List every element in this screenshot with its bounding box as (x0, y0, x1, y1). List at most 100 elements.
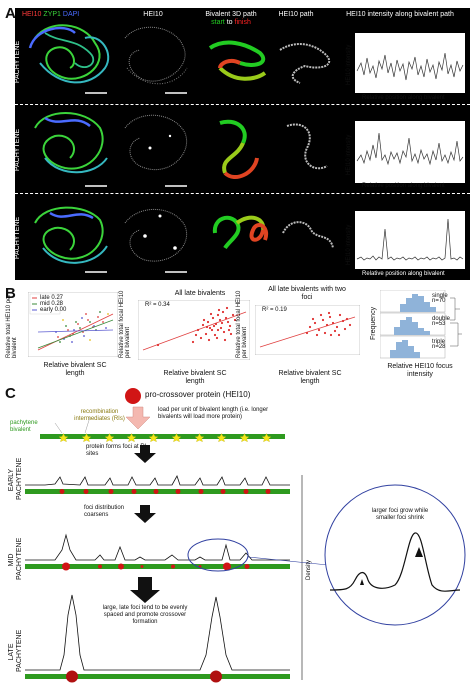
plot1-scatter (28, 292, 118, 357)
plot3-ylabel: Relative total focal HEI10 per bivalent (236, 290, 248, 358)
hist-double-label: double n=53 (432, 316, 451, 327)
protein-legend-icon (125, 388, 141, 404)
row-separator (15, 193, 470, 194)
legend-box (29, 293, 61, 315)
start-to-finish: start to finish (196, 19, 266, 27)
pachytene-bivalent (40, 434, 285, 439)
hist-double (380, 312, 446, 336)
intensity-xlabel: Relative position along bivalent (362, 271, 445, 277)
plot3-points (305, 311, 352, 337)
mid-foci (62, 562, 250, 571)
plot4-histograms (380, 290, 462, 359)
plot1-ylabel: Relative total HEI10 per bivalent (6, 294, 18, 358)
intensity-xlabel: Relative position along bivalent (362, 183, 445, 189)
intensity-plots (355, 33, 465, 269)
load-text: load per unit of bivalent length (i.e. l… (158, 407, 269, 420)
intensity-header: HEI10 intensity along bivalent path (346, 11, 454, 18)
late-foci (66, 670, 222, 683)
plot3-title: All late bivalents with two foci (268, 286, 346, 301)
plot1-legend-late: late 0.27 (40, 295, 64, 301)
start-label: start (211, 19, 225, 26)
hist-single-label: single n=70 (432, 293, 448, 304)
hist-triple (380, 335, 446, 359)
mid-hei10-image (124, 114, 188, 171)
early-hei10-image (124, 26, 188, 85)
early-intensity-plot (355, 33, 465, 93)
late-text: large, late foci tend to be evenly space… (102, 605, 188, 625)
intensity-xlabel: Relative position along bivalent (362, 95, 445, 101)
intensity-ylabel: HEI10 intensity (346, 134, 352, 175)
bivalent-path-header: Bivalent 3D path start to finish (196, 11, 266, 27)
panel-b-letter: B (5, 285, 16, 302)
late-merged-image (34, 206, 108, 264)
plot3-r2: R² = 0.19 (262, 307, 287, 313)
hist-single (380, 290, 446, 313)
zoom-ellipse (187, 538, 249, 572)
late-hei10-path (282, 221, 334, 249)
grow-arrow-icon (415, 547, 423, 557)
plot2-r2: R² = 0.34 (145, 302, 170, 308)
plot1-legend-early: early 0.00 (40, 307, 67, 313)
mid-bivalent-path (219, 119, 259, 179)
late-bivalent (25, 674, 290, 679)
microscopy-images (28, 24, 334, 273)
early-hei10-path (279, 43, 331, 84)
plot2-points (156, 306, 237, 347)
row-separator (15, 104, 470, 105)
mid-intensity-plot (355, 121, 465, 183)
late-density-trace (25, 594, 290, 671)
plot2-ylabel: Relative total focal HEI10 per bivalent (119, 290, 131, 358)
pachytene-bivalent-label: pachytene bivalent (10, 420, 38, 433)
hei10-column-header: HEI10 (143, 11, 163, 18)
panel-a-letter: A (5, 5, 16, 22)
early-bivalent-path (208, 40, 267, 81)
hist-triple-label: triple n=28 (432, 339, 446, 350)
ri-stars-initial (58, 433, 272, 443)
shrink-arrow-icon (360, 579, 364, 585)
mid-bivalent (25, 564, 290, 569)
zoom-trace (329, 532, 461, 592)
early-merged-image (28, 24, 110, 84)
load-arrow-icon (125, 406, 151, 430)
plot3-xlabel: Relative bivalent SC length (278, 370, 342, 385)
late-hei10-image (124, 209, 188, 262)
zyp1-channel-label: ZYP1 (43, 11, 61, 18)
dapi-channel-label: DAPI (62, 11, 80, 18)
intensity-ylabel: HEI10 intensity (346, 224, 352, 265)
zoom-connector (247, 556, 329, 566)
panel-c-diagram (25, 388, 466, 683)
panel-c-mid-label: MID PACHYTENE (8, 537, 23, 580)
early-foci (59, 489, 271, 494)
late-bivalent-path (212, 215, 269, 250)
protein-legend-label: pro-crossover protein (HEI10) (145, 390, 251, 399)
panel-c-late-label: LATE PACHYTENE (8, 629, 23, 672)
plot1-legend-mid: mid 0.28 (40, 301, 64, 307)
channel-legend: HEI10 ZYP1 DAPI (22, 11, 112, 19)
density-label: Density (306, 559, 312, 580)
mid-merged-image (34, 112, 108, 174)
down-arrow-icon (130, 577, 160, 603)
panel-c-early-label: EARLY PACHYTENE (8, 457, 23, 500)
plot2-xlabel: Relative bivalent SC length (163, 370, 227, 385)
intensity-ylabel: HEI10 intensity (346, 44, 352, 85)
mid-text: foci distribution coarsens (84, 505, 125, 518)
finish-label: finish (234, 19, 251, 26)
down-arrow-icon (134, 445, 156, 463)
to-label: to (226, 19, 233, 26)
mid-density-trace (25, 533, 290, 561)
early-text: protein forms foci at RI sites (86, 444, 147, 457)
plot2-scatter (138, 300, 250, 360)
hei10-channel-label: HEI10 (22, 11, 42, 18)
hei10-path-header: HEI10 path (278, 11, 314, 18)
plot3-scatter (255, 305, 360, 355)
zoom-circle (324, 484, 466, 626)
panel-c-letter: C (5, 385, 16, 402)
zoom-text: larger foci grow while smaller foci shri… (371, 508, 429, 521)
mid-hei10-path (286, 123, 328, 170)
plot4-ylabel: Frequency (370, 306, 377, 340)
early-density-trace (25, 475, 290, 486)
plot1-xlabel: Relative bivalent SC length (43, 362, 107, 377)
recomb-intermediates-label: recombination intermediates (RIs) (74, 409, 125, 422)
plot2-title: All late bivalents (174, 290, 226, 297)
late-intensity-plot (355, 211, 465, 269)
